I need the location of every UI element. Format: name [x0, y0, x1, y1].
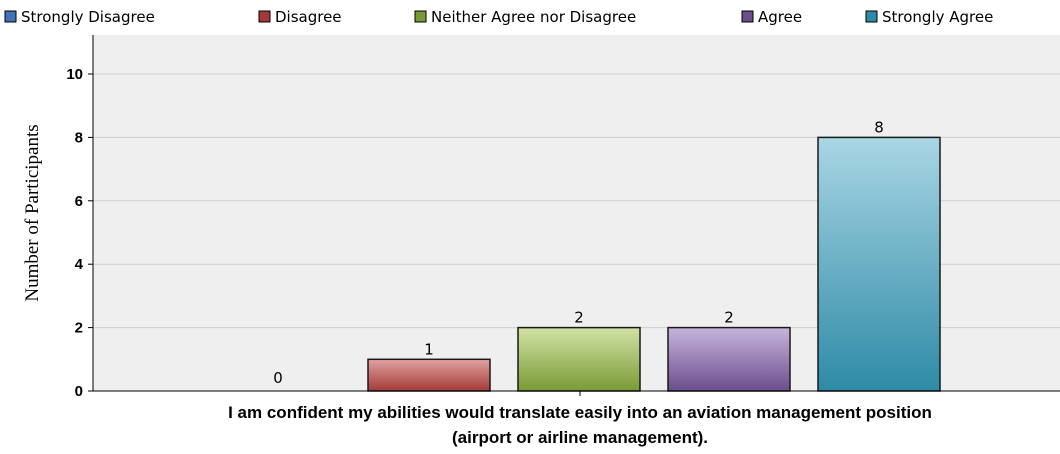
bar-value-label: 2: [574, 309, 584, 327]
y-axis-label: Number of Participants: [22, 124, 43, 301]
y-tick-label: 4: [75, 256, 84, 273]
bar: [517, 326, 641, 392]
bar: [817, 136, 941, 392]
x-axis-label-line-1: I am confident my abilities would transl…: [228, 403, 932, 422]
legend-swatch: [414, 10, 427, 23]
legend-label: Agree: [758, 8, 802, 26]
legend-label: Disagree: [275, 8, 342, 26]
data-labels: 1 2 2 8 0: [273, 118, 884, 387]
y-tick-label: 0: [75, 383, 83, 400]
axes: [92, 35, 1060, 396]
bar-value-label: 8: [874, 118, 884, 136]
bar-value-label: 1: [424, 340, 434, 358]
y-tick-label: 8: [75, 129, 83, 146]
legend: Strongly Disagree Disagree Neither Agree n…: [4, 8, 993, 26]
y-ticks: 0 2 4 6 8 10: [66, 66, 93, 400]
legend-label: Strongly Agree: [882, 8, 993, 26]
zero-value-label: 0: [273, 369, 283, 387]
bar: [667, 326, 791, 392]
legend-swatch: [258, 10, 271, 23]
x-axis-label-line-2: (airport or airline management).: [452, 428, 708, 447]
y-tick-label: 10: [66, 66, 83, 83]
bars: [367, 136, 941, 392]
bar: [367, 358, 491, 392]
bar-value-label: 2: [724, 309, 734, 327]
y-tick-label: 6: [75, 193, 83, 210]
legend-swatch: [741, 10, 754, 23]
legend-label: Neither Agree nor Disagree: [431, 8, 636, 26]
legend-swatch: [865, 10, 878, 23]
legend-swatch: [4, 10, 17, 23]
legend-label: Strongly Disagree: [21, 8, 155, 26]
y-tick-label: 2: [75, 320, 83, 337]
